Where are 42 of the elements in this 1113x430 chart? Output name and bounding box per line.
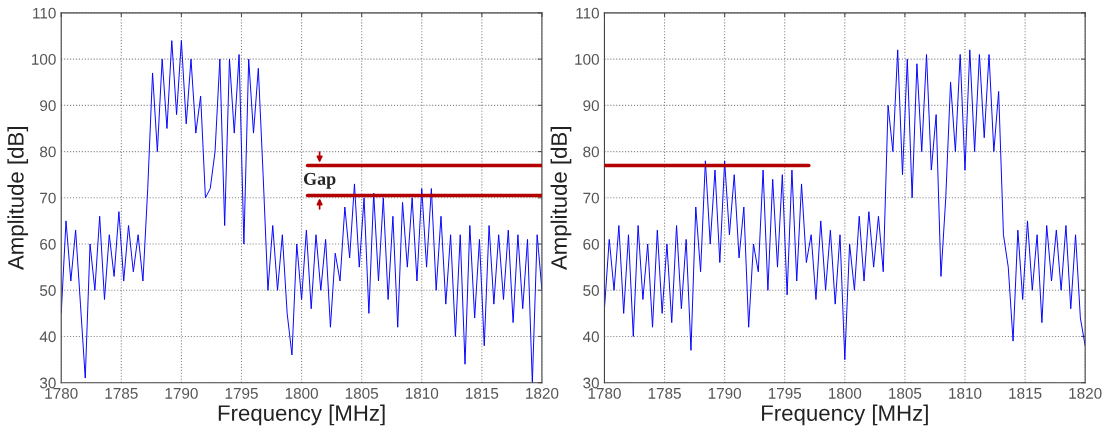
y-tick-label: 30	[583, 377, 599, 389]
x-tick-label: 1820	[1069, 387, 1102, 399]
x-tick-label: 1790	[165, 387, 198, 399]
x-tick-label: 1815	[1009, 387, 1042, 399]
y-tick-label: 40	[582, 331, 599, 343]
x-tick-label: 1805	[889, 387, 922, 399]
y-tick-label: 90	[583, 100, 599, 112]
y-tick-label: 50	[583, 285, 599, 296]
line-series	[604, 49, 1086, 361]
y-tick-label: 110	[576, 7, 599, 19]
x-tick-label: 1815	[466, 387, 499, 399]
y-tick-label: 80	[583, 146, 599, 158]
x-tick-label: 1790	[708, 387, 742, 399]
y-tick-label: 30	[39, 377, 56, 389]
x-tick-label: 1785	[105, 387, 138, 399]
x-tick-label: 1800	[828, 387, 862, 399]
y-tick-label: 100	[32, 53, 56, 65]
y-tick-label: 80	[40, 146, 56, 158]
y-tick-label: 90	[40, 100, 56, 112]
y-axis-title: Amplitude [dB]	[7, 127, 29, 271]
x-tick-label: 1785	[648, 387, 681, 399]
y-tick-label: 100	[575, 53, 599, 65]
x-tick-label: 1780	[588, 387, 621, 399]
y-axis-title: Amplitude [dB]	[550, 127, 572, 271]
y-tick-label: 60	[583, 238, 599, 250]
x-tick-label: 1780	[45, 387, 78, 399]
x-axis-title: Frequency [MHz]	[218, 404, 385, 426]
y-tick-label: 40	[39, 331, 56, 343]
x-axis-title: Frequency [MHz]	[762, 404, 928, 426]
x-tick-label: 1810	[949, 387, 982, 399]
annotation: Gap	[303, 172, 336, 189]
x-tick-label: 1795	[225, 387, 258, 399]
x-tick-label: 1800	[285, 387, 318, 399]
x-tick-label: 1805	[345, 387, 379, 399]
x-tick-label: 1795	[768, 387, 802, 399]
x-tick-label: 1810	[405, 387, 439, 399]
y-tick-label: 70	[583, 192, 599, 204]
y-tick-label: 60	[40, 238, 56, 250]
x-tick-label: 1820	[526, 387, 559, 399]
y-tick-label: 50	[39, 285, 56, 296]
y-tick-label: 70	[40, 192, 56, 204]
y-tick-label: 110	[33, 7, 56, 19]
